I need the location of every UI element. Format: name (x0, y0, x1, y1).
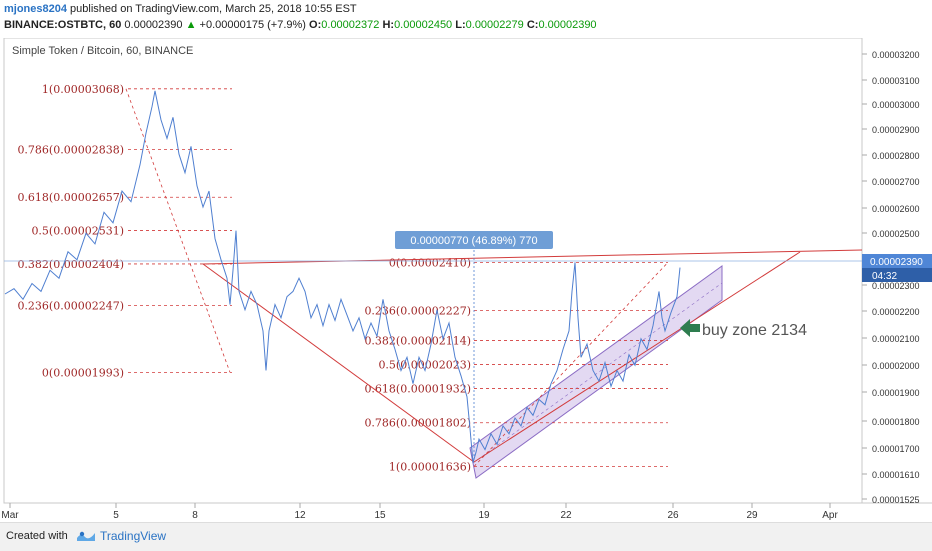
close-value: 0.00002390 (538, 19, 597, 31)
y-tick-label: 0.00002200 (872, 307, 920, 317)
price-chart[interactable]: Simple Token / Bitcoin, 60, BINANCE 0.00… (0, 38, 932, 522)
close-label: C: (526, 19, 539, 31)
fib-left-trend (125, 88, 231, 373)
price-value: 0.00002390 (124, 19, 183, 31)
x-tick-label: 19 (478, 510, 490, 521)
y-tick-label: 0.00002900 (872, 125, 920, 135)
chart-header: mjones8204 published on TradingView.com,… (0, 0, 932, 38)
y-tick-label: 0.00002300 (872, 281, 920, 291)
y-tick-label: 0.00002700 (872, 177, 920, 187)
fib-left-label: 0.786(0.00002838) (17, 143, 124, 156)
tradingview-brand-link[interactable]: TradingView (100, 529, 167, 543)
fib-left-label: 0.618(0.00002657) (17, 191, 124, 204)
measure-label: 0.00000770 (46.89%) 770 (410, 235, 537, 247)
tradingview-logo-icon (77, 531, 95, 541)
y-axis: 0.00003200 0.00003100 0.00003000 0.00002900… (862, 50, 920, 505)
ascending-channel (469, 265, 723, 479)
open-label: O: (309, 19, 322, 31)
published-text: published on TradingView.com, March 25, … (70, 3, 357, 15)
y-tick-label: 0.00002500 (872, 229, 920, 239)
low-value: 0.00002279 (465, 19, 524, 31)
x-tick-label: Mar (1, 510, 19, 521)
fib-left-label: 0(0.00001993) (42, 366, 124, 379)
fib-right-label: 0.382(0.00002114) (364, 334, 471, 347)
fib-right-label: 0.618(0.00001932) (364, 382, 471, 395)
x-tick-label: 15 (374, 510, 386, 521)
current-price-label: 0.00002390 (870, 257, 923, 268)
price-series (4, 90, 681, 463)
x-tick-label: 5 (113, 510, 119, 521)
x-tick-label: 26 (667, 510, 679, 521)
y-tick-label: 0.00002000 (872, 361, 920, 371)
trendline-resistance (202, 249, 863, 265)
y-tick-label: 0.00003200 (872, 50, 920, 60)
fib-left-label: 0.382(0.00002404) (17, 258, 124, 271)
fib-left-label: 0.236(0.00002247) (17, 299, 124, 312)
x-tick-label: 8 (192, 510, 198, 521)
x-tick-label: Apr (822, 510, 838, 521)
countdown-label: 04:32 (872, 271, 897, 282)
x-tick-label: 12 (294, 510, 306, 521)
current-price-badge (862, 254, 932, 268)
footer: Created with TradingView (0, 522, 932, 551)
symbol-label: BINANCE:OSTBTC, 60 (4, 19, 122, 31)
countdown-badge (862, 268, 932, 282)
x-axis: Mar 5 8 12 15 19 22 26 29 Apr (1, 503, 838, 521)
username-link[interactable]: mjones8204 (4, 3, 67, 15)
up-arrow-icon: ▲ (185, 19, 197, 31)
fib-right-label: 0.236(0.00002227) (364, 305, 471, 318)
price-line (4, 90, 681, 463)
high-value: 0.00002450 (394, 19, 453, 31)
publish-line: mjones8204 published on TradingView.com,… (4, 3, 357, 15)
high-label: H: (382, 19, 395, 31)
change-value: +0.00000175 (+7.9%) (199, 19, 306, 31)
plot-area[interactable] (3, 38, 863, 504)
open-value: 0.00002372 (321, 19, 380, 31)
chart-title: Simple Token / Bitcoin, 60, BINANCE (12, 45, 193, 57)
y-tick-label: 0.00001525 (872, 495, 920, 505)
x-tick-label: 22 (560, 510, 572, 521)
fib-right-label: 0.786(0.00001802) (364, 417, 471, 430)
chart-frame[interactable]: Simple Token / Bitcoin, 60, BINANCE 0.00… (0, 38, 932, 522)
fib-right-label: 1(0.00001636) (389, 461, 471, 474)
y-tick-label: 0.00001610 (872, 470, 920, 480)
overlays-layer: 0.00000770 (46.89%) 770 0.00002390 04:32 bu… (395, 231, 932, 462)
y-tick-label: 0.00001900 (872, 388, 920, 398)
ohlc-line: BINANCE:OSTBTC, 60 0.00002390 ▲ +0.00000… (4, 19, 597, 31)
low-label: L: (455, 19, 466, 31)
y-tick-label: 0.00002800 (872, 151, 920, 161)
drawings-layer: 1(0.00003068) 0.786(0.00002838) 0.618(0.00… (4, 83, 863, 479)
measure-badge (395, 231, 553, 249)
buy-zone-arrow-icon (680, 319, 700, 337)
fib-left-label: 1(0.00003068) (42, 83, 124, 96)
y-tick-label: 0.00001700 (872, 444, 920, 454)
x-tick-label: 29 (746, 510, 758, 521)
trendline-down (202, 263, 475, 463)
y-tick-label: 0.00003000 (872, 100, 920, 110)
buy-zone-annotation: buy zone 2134 (702, 322, 807, 339)
y-tick-label: 0.00001800 (872, 417, 920, 427)
fib-left-label: 0.5(0.00002531) (31, 224, 124, 237)
y-tick-label: 0.00002600 (872, 204, 920, 214)
y-tick-label: 0.00003100 (872, 76, 920, 86)
y-tick-label: 0.00002100 (872, 334, 920, 344)
fib-right-trend (473, 262, 669, 467)
created-with-text: Created with (6, 530, 68, 542)
